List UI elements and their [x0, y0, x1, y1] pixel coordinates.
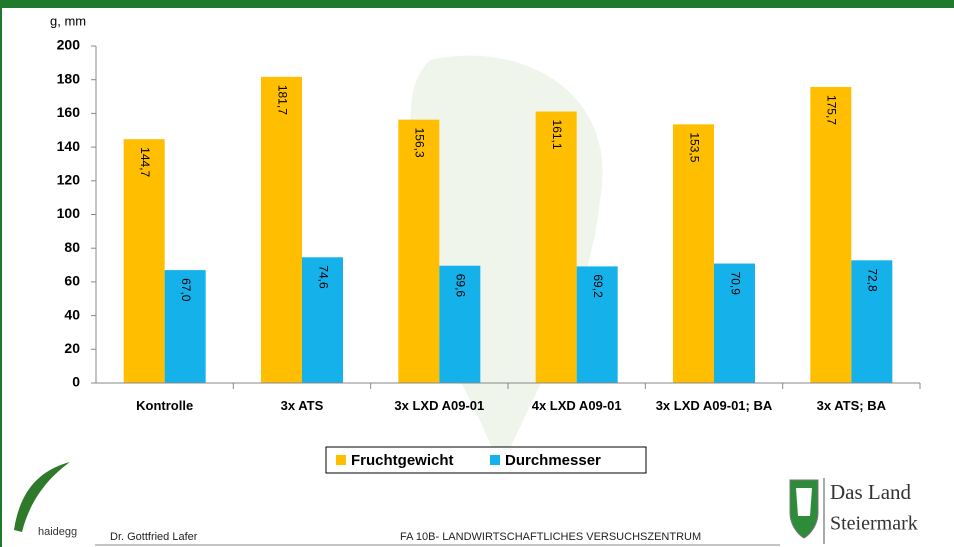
top-bar [0, 0, 954, 8]
y-tick-label: 120 [57, 172, 81, 188]
y-tick-label: 180 [57, 70, 81, 86]
value-label: 70,9 [728, 272, 742, 296]
value-label: 69,6 [454, 274, 468, 298]
bar [535, 111, 577, 383]
bar [810, 86, 852, 384]
value-label: 181,7 [275, 85, 289, 115]
logo-text-2: Steiermark [830, 513, 918, 535]
value-label: 74,6 [316, 265, 330, 289]
value-label: 69,2 [591, 274, 605, 298]
legend-label: Fruchtgewicht [351, 452, 454, 469]
bar [714, 263, 755, 383]
bar [851, 260, 893, 383]
y-axis-label: g, mm [50, 13, 86, 28]
value-label: 161,1 [550, 120, 564, 150]
value-label: 175,7 [825, 95, 839, 125]
x-tick-label: Kontrolle [136, 398, 194, 413]
y-tick-label: 140 [57, 138, 81, 154]
bar [164, 270, 206, 383]
y-tick-label: 200 [57, 37, 81, 53]
crest-panther [796, 488, 812, 516]
bar [123, 139, 165, 383]
y-tick-label: 20 [64, 340, 80, 356]
value-label: 156,3 [413, 128, 427, 158]
y-tick-label: 60 [64, 273, 80, 289]
left-border [0, 0, 2, 547]
value-label: 72,8 [866, 268, 880, 292]
haidegg-logo [14, 462, 70, 532]
bar [398, 119, 440, 384]
legend-swatch [490, 455, 500, 465]
bar [302, 257, 343, 383]
value-label: 144,7 [138, 147, 152, 177]
footer-institution: FA 10B- LANDWIRTSCHAFTLICHES VERSUCHSZEN… [400, 531, 701, 543]
x-tick-label: 3x ATS [280, 398, 324, 413]
bar [261, 76, 302, 383]
value-label: 67,0 [179, 278, 193, 302]
x-tick-label: 3x LXD A09-01 [394, 398, 485, 413]
bar [576, 266, 618, 383]
y-tick-label: 160 [57, 104, 81, 120]
x-tick-label: 3x ATS; BA [816, 398, 886, 413]
y-tick-label: 100 [57, 205, 81, 221]
footer-author: Dr. Gottfried Lafer [110, 531, 198, 543]
y-tick-label: 40 [64, 306, 80, 322]
bar [673, 124, 714, 383]
haidegg-text: haidegg [38, 526, 77, 538]
y-tick-label: 0 [72, 374, 80, 390]
logo-text-1: Das Land [830, 480, 912, 504]
y-tick-label: 80 [64, 239, 80, 255]
legend-label: Durchmesser [505, 452, 601, 469]
legend-swatch [336, 455, 346, 465]
bar [439, 265, 481, 383]
x-tick-label: 4x LXD A09-01 [531, 398, 622, 413]
legend-box [325, 446, 647, 474]
value-label: 153,5 [687, 132, 701, 162]
x-tick-label: 3x LXD A09-01; BA [655, 398, 773, 413]
